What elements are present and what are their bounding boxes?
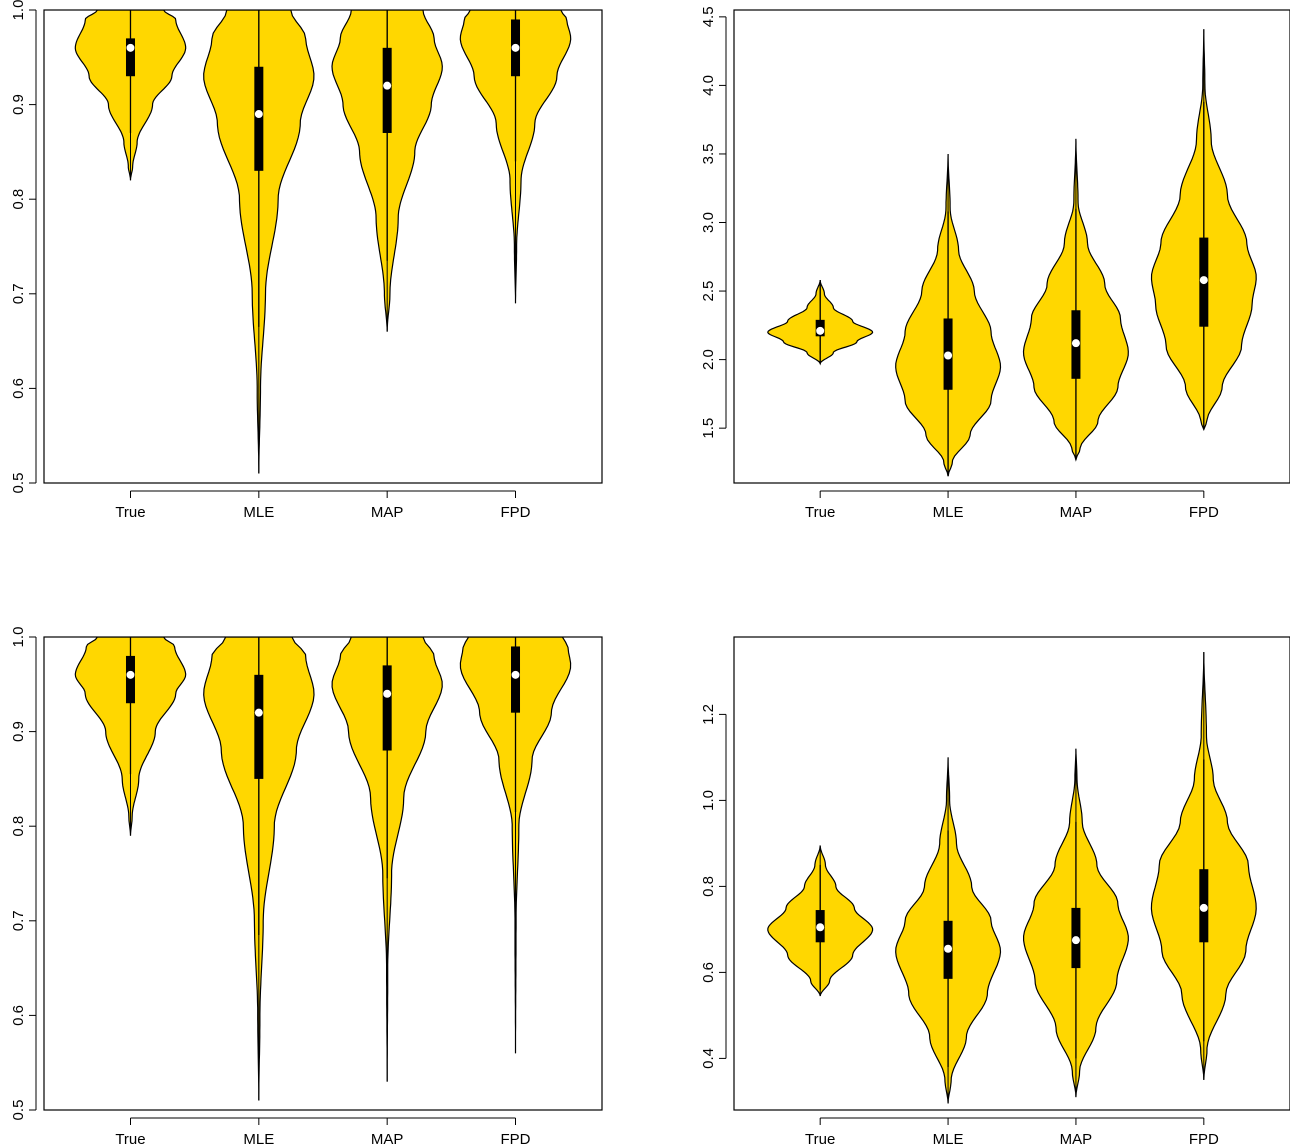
y-tick-label: 0.8 <box>700 876 717 897</box>
x-tick-label-map: MAP <box>1060 1131 1093 1147</box>
median-dot-map <box>383 689 392 698</box>
median-dot-mle <box>254 110 263 119</box>
plot-frame <box>43 636 603 1111</box>
y-tick-label: 0.9 <box>10 721 27 742</box>
y-tick-label: 3.0 <box>700 212 717 233</box>
median-dot-fpd <box>511 43 520 52</box>
iqr-box-mle <box>254 674 264 779</box>
median-dot-mle <box>254 708 263 717</box>
y-tick-label: 4.0 <box>700 75 717 96</box>
iqr-box-fpd <box>511 646 521 713</box>
y-tick-label: 0.6 <box>10 1005 27 1026</box>
chart-panel-4: 0.4 0.6 0.8 1.0 1.2 True MLE MAP FPD <box>700 636 1290 1147</box>
median-dot-mle <box>944 944 953 953</box>
median-dot-fpd <box>1199 903 1208 912</box>
median-dot-map <box>383 81 392 90</box>
x-tick-label-fpd: FPD <box>501 1131 531 1147</box>
x-tick-label-true: True <box>805 1131 835 1147</box>
y-tick-label: 0.6 <box>10 378 27 399</box>
violins-group <box>74 10 572 474</box>
y-tick-label: 0.5 <box>10 1100 27 1121</box>
violins-group <box>767 29 1257 477</box>
iqr-box-true <box>125 655 135 704</box>
median-dot-map <box>1071 936 1080 945</box>
x-tick-label-map: MAP <box>1060 504 1093 521</box>
y-tick-label: 0.5 <box>10 473 27 494</box>
violins-group <box>74 637 572 1101</box>
plot-frame <box>733 636 1290 1111</box>
x-tick-label-map: MAP <box>371 504 404 521</box>
x-tick-label-mle: MLE <box>243 504 274 521</box>
median-dot-true <box>126 670 135 679</box>
iqr-box-map <box>382 665 392 751</box>
iqr-box-mle <box>254 66 264 171</box>
y-tick-label: 3.5 <box>700 144 717 165</box>
chart-panel-3: 0.5 0.6 0.7 0.8 0.9 1.0 True MLE MAP FPD <box>10 627 603 1147</box>
y-tick-label: 0.7 <box>10 910 27 931</box>
y-tick-label: 1.0 <box>700 790 717 811</box>
median-dot-map <box>1071 339 1080 348</box>
median-dot-true <box>816 923 825 932</box>
y-tick-label: 1.0 <box>10 0 27 20</box>
y-tick-label: 0.7 <box>10 283 27 304</box>
median-dot-mle <box>944 351 953 360</box>
y-tick-label: 1.0 <box>10 627 27 648</box>
x-tick-label-mle: MLE <box>243 1131 274 1147</box>
violins-group <box>767 652 1257 1104</box>
chart-panel-2: 1.5 2.0 2.5 3.0 3.5 4.0 4.5 True MLE MAP FPD <box>700 6 1290 521</box>
plot-frame <box>733 9 1290 484</box>
y-tick-label: 0.8 <box>10 816 27 837</box>
median-dot-fpd <box>1199 276 1208 285</box>
y-tick-label: 1.2 <box>700 704 717 725</box>
x-tick-label-fpd: FPD <box>1189 504 1219 521</box>
median-dot-fpd <box>511 670 520 679</box>
y-tick-label: 4.5 <box>700 6 717 27</box>
x-tick-label-fpd: FPD <box>501 504 531 521</box>
median-dot-true <box>126 43 135 52</box>
y-tick-label: 0.8 <box>10 189 27 210</box>
x-tick-label-true: True <box>115 504 145 521</box>
y-tick-label: 0.6 <box>700 962 717 983</box>
x-tick-label-map: MAP <box>371 1131 404 1147</box>
y-tick-label: 2.0 <box>700 349 717 370</box>
y-tick-label: 2.5 <box>700 281 717 302</box>
y-tick-label: 1.5 <box>700 418 717 439</box>
x-tick-label-true: True <box>115 1131 145 1147</box>
x-tick-label-mle: MLE <box>933 1131 964 1147</box>
chart-panel-1: 0.5 0.6 0.7 0.8 0.9 1.0 True MLE MAP FPD <box>10 0 603 521</box>
x-tick-label-mle: MLE <box>933 504 964 521</box>
y-tick-label: 0.9 <box>10 94 27 115</box>
plot-frame <box>43 9 603 484</box>
iqr-box-true <box>125 38 135 77</box>
median-dot-true <box>816 326 825 335</box>
iqr-box-map <box>382 47 392 133</box>
x-tick-label-true: True <box>805 504 835 521</box>
y-tick-label: 0.4 <box>700 1048 717 1069</box>
x-tick-label-fpd: FPD <box>1189 1131 1219 1147</box>
